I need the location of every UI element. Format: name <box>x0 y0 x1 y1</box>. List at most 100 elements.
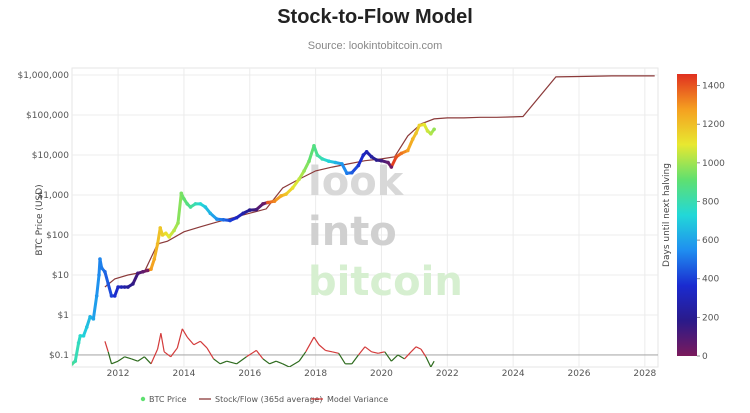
btc-price-point[interactable] <box>414 131 418 136</box>
btc-price-point[interactable] <box>394 155 399 159</box>
btc-price-point[interactable] <box>364 150 369 154</box>
btc-price-point[interactable] <box>131 282 135 286</box>
btc-price-point[interactable] <box>179 191 184 196</box>
btc-price-point[interactable] <box>88 315 92 319</box>
btc-price-point[interactable] <box>417 123 422 128</box>
y-tick-label: $1 <box>58 311 69 321</box>
btc-price-point[interactable] <box>193 202 198 206</box>
btc-price-point[interactable] <box>361 153 366 157</box>
btc-price-point[interactable] <box>234 215 239 220</box>
btc-price-point[interactable] <box>333 160 338 165</box>
btc-price-point[interactable] <box>312 144 316 148</box>
btc-price-point[interactable] <box>106 282 111 286</box>
btc-price-point[interactable] <box>302 169 306 173</box>
btc-price-point[interactable] <box>315 153 320 157</box>
btc-price-point[interactable] <box>122 285 127 289</box>
btc-price-point[interactable] <box>429 131 433 136</box>
btc-price-point[interactable] <box>78 334 83 338</box>
btc-price-point[interactable] <box>136 271 140 276</box>
btc-price-point[interactable] <box>422 122 427 127</box>
btc-price-point[interactable] <box>70 362 74 366</box>
btc-price-point[interactable] <box>172 228 176 233</box>
btc-price-point[interactable] <box>369 155 374 159</box>
btc-price-point[interactable] <box>145 268 150 273</box>
btc-price-point[interactable] <box>94 294 99 298</box>
btc-price-point[interactable] <box>399 151 404 156</box>
btc-price-point[interactable] <box>389 165 394 169</box>
btc-price-point[interactable] <box>221 217 226 222</box>
btc-price-point[interactable] <box>228 218 232 223</box>
btc-price-point[interactable] <box>160 233 165 237</box>
x-tick-label: 2018 <box>304 369 327 379</box>
colorbar-tick-label: 1400 <box>702 82 725 92</box>
btc-price-point[interactable] <box>261 202 265 206</box>
btc-price-point[interactable] <box>254 207 259 212</box>
btc-price-point[interactable] <box>405 148 410 153</box>
btc-price-point[interactable] <box>158 226 163 230</box>
btc-price-point[interactable] <box>73 359 78 363</box>
btc-price-point[interactable] <box>386 160 390 165</box>
btc-price-point[interactable] <box>340 162 344 166</box>
btc-price-point[interactable] <box>241 211 245 216</box>
btc-price-point[interactable] <box>198 202 203 206</box>
btc-price-point[interactable] <box>182 197 186 201</box>
btc-price-point[interactable] <box>410 137 415 141</box>
btc-price-point[interactable] <box>208 211 213 216</box>
btc-price-segment <box>356 153 365 167</box>
btc-price-segment <box>291 177 301 190</box>
btc-price-point[interactable] <box>109 294 114 298</box>
btc-price-point[interactable] <box>149 267 153 271</box>
legend-item[interactable]: Stock/Flow (365d average) <box>199 395 323 404</box>
legend[interactable]: BTC Price Stock/Flow (365d average) Model … <box>140 395 388 404</box>
btc-price-point[interactable] <box>155 242 160 246</box>
btc-price-point[interactable] <box>203 205 208 209</box>
btc-price-point[interactable] <box>91 317 96 321</box>
btc-price-point[interactable] <box>345 171 349 176</box>
btc-price-point[interactable] <box>188 205 193 209</box>
btc-price-point[interactable] <box>425 129 430 133</box>
btc-price-point[interactable] <box>379 158 384 163</box>
btc-price-point[interactable] <box>432 127 436 132</box>
btc-price-point[interactable] <box>284 192 288 196</box>
btc-price-point[interactable] <box>356 163 361 168</box>
y-tick-label: $100 <box>46 231 69 241</box>
btc-price-point[interactable] <box>266 200 270 205</box>
btc-price-point[interactable] <box>185 202 190 206</box>
colorbar-tick-label: 1000 <box>702 159 725 169</box>
btc-price-point[interactable] <box>297 177 301 181</box>
btc-price-point[interactable] <box>76 341 81 345</box>
btc-price-point[interactable] <box>98 257 102 261</box>
btc-price-point[interactable] <box>326 159 331 164</box>
legend-item[interactable]: Model Variance <box>311 395 388 404</box>
btc-price-point[interactable] <box>176 221 180 225</box>
legend-item[interactable]: BTC Price <box>140 395 187 404</box>
btc-price-point[interactable] <box>152 257 157 261</box>
btc-price-point[interactable] <box>247 208 252 212</box>
btc-price-point[interactable] <box>97 273 101 277</box>
btc-price-point[interactable] <box>320 157 325 161</box>
btc-price-point[interactable] <box>99 266 104 270</box>
btc-price-point[interactable] <box>350 170 354 175</box>
btc-price-point[interactable] <box>272 199 277 204</box>
btc-price-point[interactable] <box>167 235 171 239</box>
btc-price-point[interactable] <box>374 158 379 162</box>
btc-price-point[interactable] <box>112 294 117 298</box>
btc-price-point[interactable] <box>116 285 120 289</box>
btc-price-point[interactable] <box>215 217 219 221</box>
colorbar-tick-label: 600 <box>702 236 719 246</box>
btc-price-point[interactable] <box>126 285 130 289</box>
btc-price-point[interactable] <box>85 325 89 329</box>
btc-price-point[interactable] <box>164 231 168 236</box>
variance-segment <box>246 349 257 358</box>
colorbar-tick-label: 800 <box>702 197 719 207</box>
btc-price-point[interactable] <box>119 285 124 289</box>
btc-price-point[interactable] <box>290 186 295 190</box>
btc-price-point[interactable] <box>81 334 86 338</box>
btc-price-point[interactable] <box>103 270 107 274</box>
btc-price-point[interactable] <box>307 159 311 164</box>
variance-segment <box>415 346 422 350</box>
btc-price-point[interactable] <box>140 270 145 274</box>
btc-price-point[interactable] <box>279 194 283 198</box>
variance-segment <box>384 351 392 362</box>
